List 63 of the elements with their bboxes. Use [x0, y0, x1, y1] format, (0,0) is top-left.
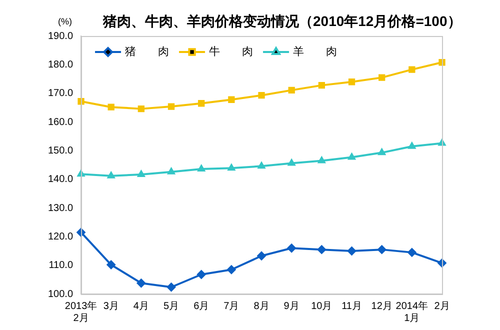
x-tick-label: 12月 — [371, 300, 392, 312]
point — [317, 245, 326, 254]
x-tick-label: 3月 — [103, 300, 119, 312]
point — [137, 170, 146, 177]
y-tick-label: 140.0 — [48, 174, 74, 186]
chart-title: 猪肉、牛肉、羊肉价格变动情况（2010年12月价格=100） — [102, 12, 462, 29]
point — [347, 246, 356, 256]
x-tick-label: 6月 — [194, 300, 210, 312]
point — [107, 171, 116, 178]
y-tick-label: 120.0 — [48, 231, 74, 242]
x-tick-label: 4月 — [133, 300, 149, 312]
point — [228, 96, 235, 103]
legend-label: 猪 肉 — [125, 45, 170, 58]
point — [378, 148, 386, 156]
y-tick-label: 100.0 — [48, 288, 74, 300]
point — [166, 282, 176, 292]
x-tick-label: 8月 — [254, 300, 270, 312]
y-tick-label: 190.0 — [48, 30, 74, 42]
point — [78, 98, 84, 105]
point — [136, 278, 146, 288]
y-tick-label: 160.0 — [48, 116, 74, 128]
point — [196, 270, 206, 280]
legend-label: 牛 肉 — [209, 45, 254, 58]
y-tick-label: 110.0 — [48, 260, 74, 272]
point — [258, 162, 266, 169]
x-tick-label: 7月 — [224, 300, 240, 312]
x-tick-label: 11月 — [342, 300, 362, 312]
point — [198, 100, 205, 107]
x-tick-label: 2013年 2月 — [64, 300, 98, 324]
point — [197, 164, 206, 172]
point — [168, 103, 175, 110]
point — [138, 105, 145, 112]
x-tick-label: 2月 — [434, 300, 450, 312]
point — [348, 152, 356, 160]
point — [438, 59, 446, 66]
point — [108, 104, 114, 110]
point — [377, 245, 386, 254]
point — [227, 164, 236, 171]
x-tick-label: 10月 — [311, 300, 332, 312]
point — [407, 248, 416, 257]
x-tick-label: 9月 — [284, 300, 300, 312]
point — [257, 251, 266, 260]
point — [348, 78, 356, 86]
point — [226, 265, 236, 274]
x-tick-label: 5月 — [163, 300, 180, 312]
point — [167, 167, 176, 174]
point — [408, 66, 416, 73]
point — [378, 74, 386, 81]
y-tick-label: 180.0 — [48, 59, 74, 70]
y-tick-label: 130.0 — [48, 202, 74, 214]
point — [106, 260, 116, 270]
point — [288, 86, 295, 94]
x-tick-label: 2014年 1月 — [396, 300, 428, 324]
point — [318, 82, 326, 89]
point — [288, 158, 296, 166]
y-tick-label: 170.0 — [48, 88, 74, 100]
legend-label: 羊 肉 — [293, 46, 338, 58]
point — [258, 92, 265, 99]
point — [408, 142, 416, 149]
y-tick-label: 150.0 — [48, 145, 74, 156]
point — [287, 244, 296, 253]
y-axis-title: (%) — [58, 16, 72, 26]
point — [318, 156, 326, 164]
